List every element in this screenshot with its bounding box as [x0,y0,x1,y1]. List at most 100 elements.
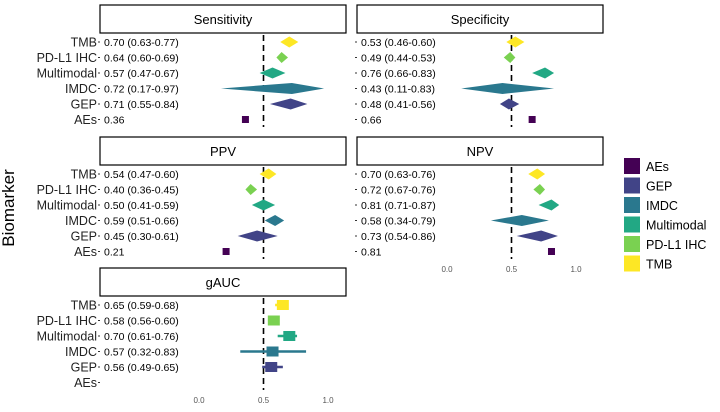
panel-title: Specificity [451,12,510,27]
row-label: GEP [71,361,97,375]
row-gep: GEP 0.45 (0.30-0.61) [71,230,278,244]
ci-diamond [276,52,289,63]
row-multimodal: Multimodal 0.50 (0.41-0.59) [37,199,276,213]
row-pd-l1-ihc: 0.72 (0.67-0.76) [355,184,546,197]
legend-swatch [624,158,640,174]
row-label: PD-L1 IHC [37,314,97,328]
row-pd-l1-ihc: PD-L1 IHC 0.40 (0.36-0.45) [37,183,258,197]
legend-label: AEs [646,160,669,174]
row-aes: 0.66 [355,115,536,127]
row-tmb: TMB 0.54 (0.47-0.60) [71,168,277,182]
row-label: AEs [74,113,97,127]
panel-strip [356,4,604,34]
y-axis-title: Biomarker [0,169,18,247]
row-imdc: 0.58 (0.34-0.79) [355,215,549,228]
estimate-box [283,331,296,341]
panel-sensitivity: Sensitivity TMB 0.70 (0.63-0.77) PD-L1 IHC 0… [37,4,347,127]
estimate-label: 0.48 (0.41-0.56) [361,99,436,111]
estimate-label: 0.72 (0.67-0.76) [361,185,436,197]
estimate-label: 0.57 (0.47-0.67) [104,68,179,80]
estimate-label: 0.81 [361,247,382,259]
estimate-box [267,315,280,326]
x-tick-label: 0.5 [258,396,270,405]
row-gep: GEP 0.56 (0.49-0.65) [71,361,283,375]
row-label: PD-L1 IHC [37,51,97,65]
row-label: Multimodal [37,199,97,213]
estimate-label: 0.21 [104,247,125,259]
legend-item: AEs [624,158,669,174]
legend-item: PD-L1 IHC [624,236,706,252]
ci-diamond [506,36,525,48]
panel-title: Sensitivity [194,12,253,27]
point-marker [241,116,249,123]
row-aes: 0.81 [355,247,555,259]
row-imdc: IMDC 0.72 (0.17-0.97) [65,82,325,96]
ci-diamond [461,83,555,94]
row-gep: 0.73 (0.54-0.86) [355,230,558,243]
estimate-label: 0.56 (0.49-0.65) [104,362,179,374]
ci-diamond [269,98,308,110]
row-pd-l1-ihc: PD-L1 IHC 0.64 (0.60-0.69) [37,51,289,65]
row-label: Multimodal [37,330,97,344]
row-tmb: TMB 0.65 (0.59-0.68) [71,299,289,313]
row-aes: AEs [74,376,100,390]
row-multimodal: Multimodal 0.57 (0.47-0.67) [37,67,286,81]
panel-title: gAUC [206,275,241,290]
estimate-label: 0.40 (0.36-0.45) [104,185,179,197]
row-multimodal: Multimodal 0.70 (0.61-0.76) [37,330,298,344]
row-label: IMDC [65,345,97,359]
ci-diamond [245,184,258,195]
panel-specificity: Specificity 0.53 (0.46-0.60) 0.49 (0.44-0.… [355,4,604,127]
panel-strip [99,4,347,34]
ci-diamond [533,184,546,195]
legend: AEs GEP IMDC Multimodal PD-L1 IHC TMB [624,158,706,272]
legend-label: PD-L1 IHC [646,238,706,252]
estimate-box [265,362,278,372]
legend-item: Multimodal [624,216,706,233]
estimate-label: 0.49 (0.44-0.53) [361,53,436,65]
ci-diamond [220,83,325,94]
estimate-label: 0.73 (0.54-0.86) [361,231,436,243]
row-pd-l1-ihc: PD-L1 IHC 0.58 (0.56-0.60) [37,314,280,328]
estimate-label: 0.70 (0.63-0.77) [104,37,179,49]
ci-diamond [280,36,299,48]
panel-strip [99,136,347,166]
row-label: PD-L1 IHC [37,183,97,197]
panel-strip [356,136,604,166]
row-imdc: IMDC 0.57 (0.32-0.83) [65,345,307,359]
estimate-label: 0.70 (0.63-0.76) [361,169,436,181]
row-label: TMB [71,168,97,182]
legend-item: TMB [624,255,672,272]
row-label: IMDC [65,82,97,96]
legend-item: GEP [624,177,672,194]
row-tmb: 0.53 (0.46-0.60) [355,36,525,49]
legend-swatch [624,197,640,213]
estimate-label: 0.58 (0.34-0.79) [361,216,436,228]
ci-diamond [499,98,520,110]
row-gep: GEP 0.71 (0.55-0.84) [71,98,308,112]
x-tick-label: 1.0 [570,265,582,274]
estimate-label: 0.36 [104,115,125,127]
estimate-label: 0.72 (0.17-0.97) [104,84,179,96]
x-tick-label: 0.0 [193,396,205,405]
x-tick-label: 0.0 [441,265,453,274]
row-aes: AEs 0.36 [74,113,249,127]
panel-npv: NPV 0.70 (0.63-0.76) 0.72 (0.67-0.76) 0.81 … [355,136,604,274]
ci-diamond [538,199,560,211]
row-imdc: 0.43 (0.11-0.83) [355,83,555,96]
ci-diamond [264,215,285,226]
ci-diamond [528,168,546,180]
ci-diamond [516,230,558,242]
estimate-label: 0.66 [361,115,382,127]
legend-label: GEP [646,180,672,194]
ci-diamond [259,67,286,79]
legend-label: Multimodal [646,219,706,233]
estimate-label: 0.50 (0.41-0.59) [104,200,179,212]
row-pd-l1-ihc: 0.49 (0.44-0.53) [355,52,516,65]
row-label: AEs [74,376,97,390]
estimate-box [276,300,289,310]
legend-swatch [624,177,640,194]
row-gep: 0.48 (0.41-0.56) [355,98,520,111]
